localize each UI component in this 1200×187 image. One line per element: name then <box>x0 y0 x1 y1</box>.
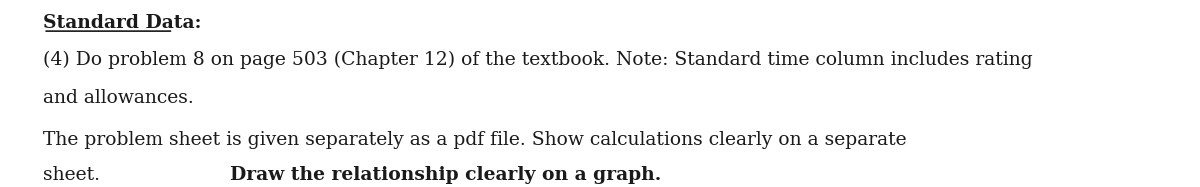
Text: Draw the relationship clearly on a graph.: Draw the relationship clearly on a graph… <box>229 166 661 184</box>
Text: (4) Do problem 8 on page 503 (Chapter 12) of the textbook. Note: Standard time c: (4) Do problem 8 on page 503 (Chapter 12… <box>43 50 1033 69</box>
Text: sheet.: sheet. <box>43 166 107 184</box>
Text: Standard Data:: Standard Data: <box>43 14 202 32</box>
Text: The problem sheet is given separately as a pdf file. Show calculations clearly o: The problem sheet is given separately as… <box>43 131 907 149</box>
Text: and allowances.: and allowances. <box>43 89 194 107</box>
